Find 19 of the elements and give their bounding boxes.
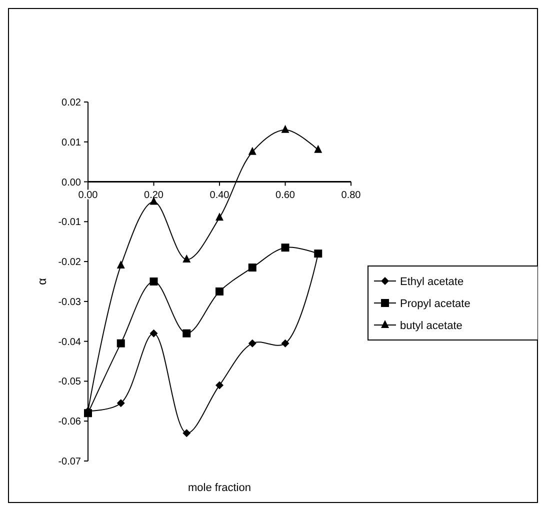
y-tick-label: -0.01 (58, 217, 82, 228)
y-tick-label: -0.02 (58, 257, 82, 268)
x-tick-label: 0.20 (144, 190, 164, 201)
y-axis-title: α (35, 278, 49, 285)
legend-label: butyl acetate (400, 320, 462, 332)
y-tick-label: -0.04 (58, 336, 82, 348)
legend-label: Propyl acetate (400, 298, 470, 310)
x-tick-label: 0.60 (276, 190, 296, 201)
y-tick-label: -0.06 (58, 416, 82, 428)
y-tick-label: 0.01 (62, 137, 82, 148)
x-tick-label: 0.40 (210, 190, 230, 201)
x-axis-title: mole fraction (188, 482, 251, 494)
y-tick-label: -0.05 (58, 376, 82, 388)
legend-label: Ethyl acetate (400, 276, 464, 288)
y-tick-label: 0.02 (62, 98, 82, 108)
x-tick-label: 0.80 (341, 190, 362, 201)
y-tick-label: -0.03 (58, 296, 82, 308)
y-tick-label: 0.00 (62, 177, 82, 188)
y-tick-label: -0.07 (58, 456, 82, 468)
